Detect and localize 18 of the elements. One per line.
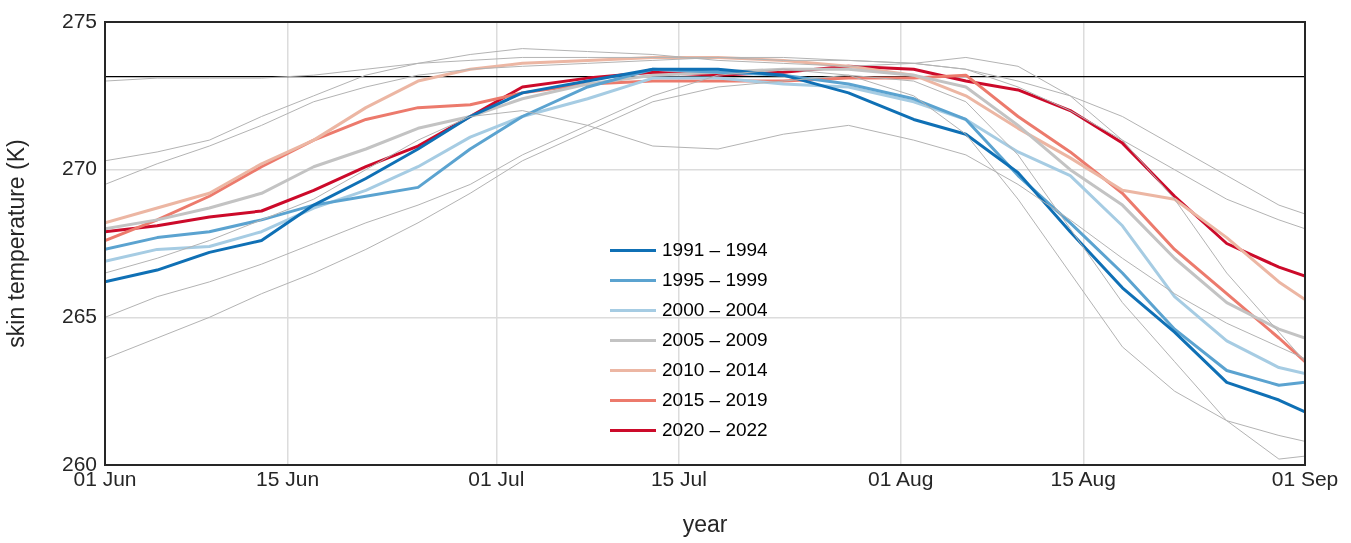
x-tick-label: 01 Sep [1271,467,1339,491]
legend-label: 2005 – 2009 [662,328,768,352]
y-tick-label: 265 [61,304,97,328]
x-axis-title: year [682,510,728,537]
y-axis-title: skin temperature (K) [3,139,30,348]
legend-label: 2020 – 2022 [662,418,768,442]
x-tick-label: 01 Aug [867,467,934,491]
legend-label: 1991 – 1994 [662,238,768,262]
legend-label: 2000 – 2004 [662,298,768,322]
legend-label: 1995 – 1999 [662,268,768,292]
x-tick-label: 15 Jun [256,467,320,491]
legend-label: 2010 – 2014 [662,358,768,382]
legend-label: 2015 – 2019 [662,388,768,412]
y-tick-label: 275 [61,8,97,32]
x-tick-label: 15 Aug [1050,467,1116,491]
y-tick-label: 270 [61,156,97,180]
x-tick-label: 15 Jul [650,467,707,491]
x-tick-label: 01 Jul [468,467,525,491]
